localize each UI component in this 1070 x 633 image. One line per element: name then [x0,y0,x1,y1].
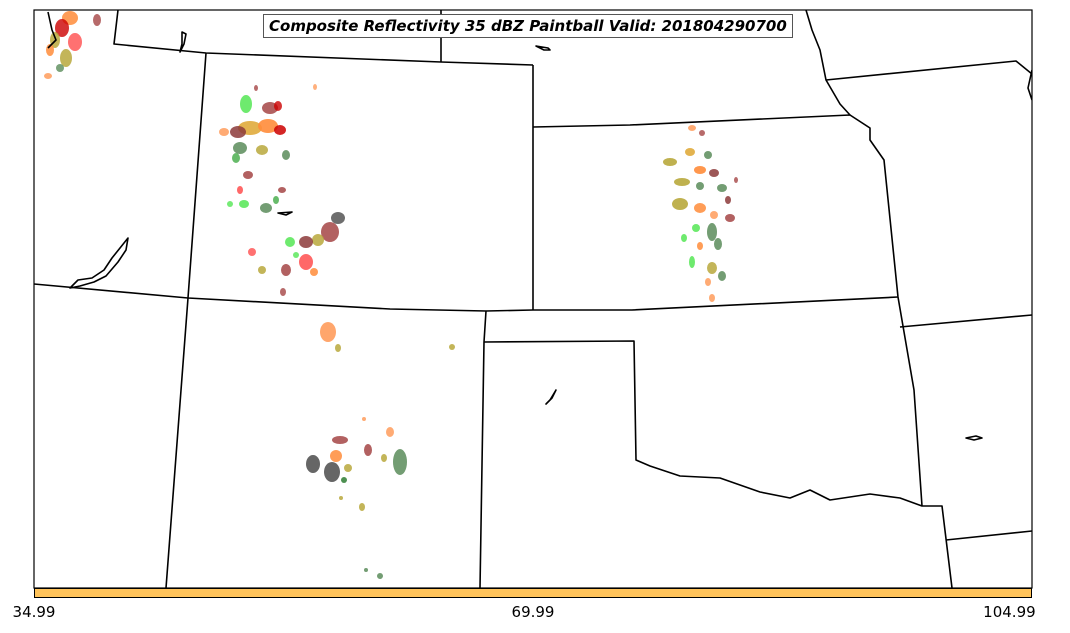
colorbar-tick-mid: 69.99 [511,603,555,621]
great-salt-lake [69,237,129,289]
lake-wyoming [179,31,187,53]
paintball-layer [44,11,738,579]
border-mississippi [1027,69,1032,101]
lake-colorado [277,211,293,216]
lake-new-mexico [545,389,557,405]
colorbar [34,588,1032,598]
border-iowa-missouri [825,60,1032,81]
storm-cluster-northwest [44,11,101,79]
map-title: Composite Reflectivity 35 dBZ Paintball … [263,14,793,38]
colorbar-tick-min: 34.99 [12,603,56,621]
lake-louisiana [965,435,983,441]
storm-cluster-new-mexico [306,322,455,579]
border-oklahoma-texas [483,340,953,588]
storm-cluster-central-colorado [248,212,345,296]
border-missouri-river [805,10,851,116]
colorbar-tick-max: 104.99 [983,603,1036,621]
border-kansas-east [532,114,923,507]
storm-cluster-kansas [663,125,738,302]
lake-nebraska [535,45,551,51]
storm-cluster-west-colorado [219,84,317,213]
state-borders [34,10,1032,588]
border-louisiana [945,530,1032,541]
border-arkansas-missouri [899,314,1032,328]
lake-nevada [47,11,57,49]
